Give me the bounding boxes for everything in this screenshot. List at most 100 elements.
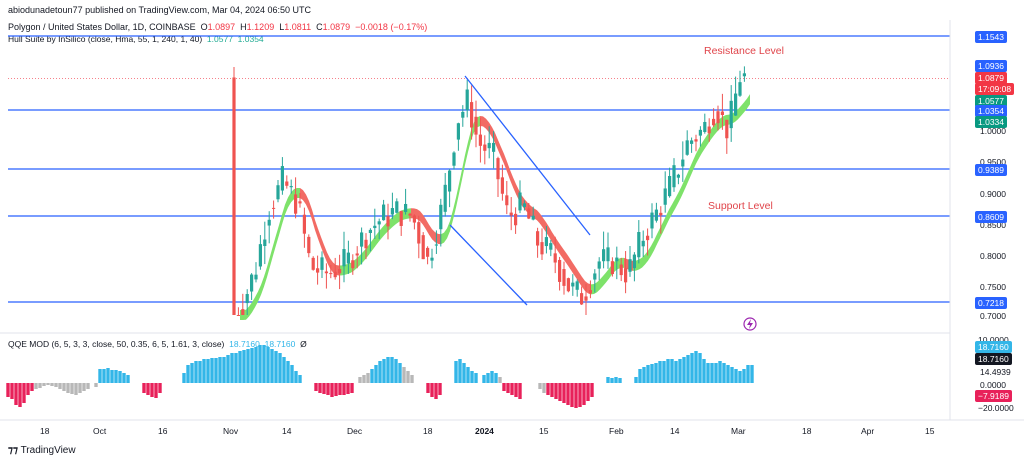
- hull-segment: [456, 183, 459, 208]
- candle-body: [632, 254, 636, 269]
- countdown-tag: 17:09:08: [975, 83, 1015, 95]
- candle-body: [373, 225, 377, 229]
- candle-body: [386, 216, 390, 227]
- hull-segment: [357, 255, 360, 269]
- qqe-bar: [546, 383, 550, 395]
- qqe-bar: [318, 383, 322, 393]
- qqe-bar: [426, 383, 430, 393]
- qqe-bar: [686, 355, 690, 383]
- hull-segment: [513, 177, 516, 195]
- qqe-bar: [646, 365, 650, 383]
- horizontal-levels: [8, 35, 950, 303]
- candle-body: [258, 244, 262, 267]
- hull-segment: [576, 267, 579, 283]
- tradingview-logo[interactable]: ⁊⁊ TradingView: [8, 445, 76, 456]
- qqe-bar: [674, 361, 678, 383]
- candle-body: [668, 176, 672, 197]
- time-tick: 18: [802, 426, 812, 436]
- hull-segment: [639, 257, 642, 270]
- qqe-bar: [186, 365, 190, 383]
- candle-body: [276, 185, 280, 200]
- qqe-bar: [474, 373, 478, 383]
- candle-body: [461, 111, 465, 118]
- qqe-bar: [14, 383, 18, 405]
- qqe-bar: [554, 383, 558, 399]
- qqe-bar: [338, 383, 342, 395]
- qqe-bar: [666, 359, 670, 383]
- hull-segment: [582, 276, 585, 291]
- hull-indicator-legend[interactable]: Hull Suite by InSilico (close, Hma, 55, …: [8, 34, 264, 44]
- qqe-bar: [254, 347, 258, 383]
- hull-segment: [420, 211, 423, 225]
- qqe-bar: [542, 383, 546, 393]
- qqe-bar: [142, 383, 146, 393]
- hull-segment: [558, 241, 561, 256]
- qqe-bar: [62, 383, 66, 391]
- candle-body: [346, 252, 350, 264]
- qqe-bar: [346, 383, 350, 394]
- qqe-tag-1: 18.7160: [975, 341, 1012, 353]
- hull-segment: [393, 214, 396, 227]
- hull-segment: [285, 197, 288, 215]
- candle-body: [725, 119, 729, 139]
- candle-body: [593, 273, 597, 280]
- lightning-icon[interactable]: [743, 317, 757, 331]
- tradingview-icon: ⁊⁊: [8, 445, 18, 456]
- qqe-bar: [342, 383, 346, 395]
- hull-segment: [288, 192, 291, 208]
- hull-segment: [597, 279, 600, 293]
- hull-segment: [510, 169, 513, 188]
- qqe-bar: [238, 351, 242, 383]
- qqe-bar: [150, 383, 154, 397]
- candle-body: [549, 243, 553, 250]
- qqe-bar: [750, 365, 754, 383]
- hull-segment: [465, 142, 468, 166]
- qqe-bar: [610, 378, 614, 383]
- qqe-bar: [106, 368, 110, 383]
- candle-body: [742, 73, 746, 77]
- hull-segment: [507, 161, 510, 180]
- qqe-bar: [606, 377, 610, 383]
- candle-body: [602, 249, 606, 262]
- hull-segment: [681, 181, 684, 198]
- qqe-bar: [226, 355, 230, 383]
- candle-body: [698, 129, 702, 136]
- qqe-bar: [322, 383, 326, 394]
- time-tick: 15: [539, 426, 549, 436]
- candle-body: [456, 123, 460, 140]
- candle-body: [364, 239, 368, 249]
- qqe-bar: [722, 363, 726, 383]
- qqe-bar: [286, 361, 290, 383]
- hull-segment: [570, 258, 573, 274]
- candle-body: [267, 219, 271, 226]
- candle-body: [342, 249, 346, 267]
- hull-segment: [312, 209, 315, 230]
- hull-segment: [363, 248, 366, 262]
- candle-body: [641, 240, 645, 247]
- level-tag-4: 0.9389: [975, 164, 1007, 176]
- close-value: 1.0879: [322, 22, 351, 32]
- candle-body: [544, 237, 548, 247]
- time-tick: 15: [925, 426, 935, 436]
- qqe-bar: [230, 353, 234, 383]
- hull-segment: [447, 221, 450, 239]
- qqe-bar: [406, 371, 410, 383]
- qqe-bar: [334, 383, 338, 396]
- qqe-legend[interactable]: QQE MOD (6, 5, 3, 3, close, 50, 0.35, 6,…: [8, 339, 307, 349]
- candle-body: [597, 261, 601, 269]
- hull-segment: [573, 263, 576, 278]
- time-tick: Feb: [609, 426, 624, 436]
- candle-body: [663, 188, 667, 205]
- qqe-bar: [330, 383, 334, 397]
- hull-segment: [297, 188, 300, 198]
- hull-segment: [642, 254, 645, 268]
- candle-body: [241, 309, 245, 315]
- hull-segment: [711, 125, 714, 140]
- price-tick: 0.8500: [980, 220, 1006, 230]
- qqe-bar: [386, 357, 390, 383]
- qqe-bar: [358, 377, 362, 383]
- qqe-bar: [694, 351, 698, 383]
- candle-body: [412, 215, 416, 223]
- qqe-bar: [326, 383, 330, 395]
